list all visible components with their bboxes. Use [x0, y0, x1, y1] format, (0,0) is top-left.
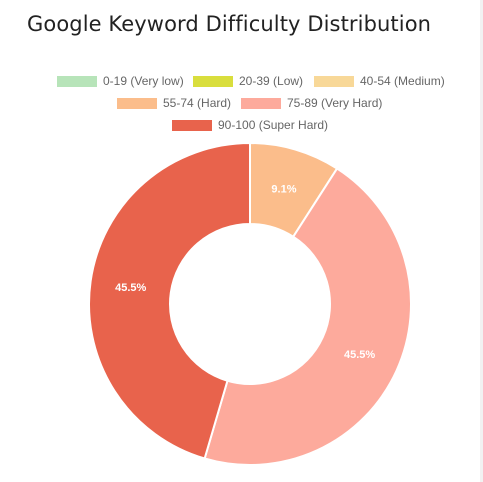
- legend-swatch: [117, 97, 157, 109]
- legend-item-low[interactable]: 20-39 (Low): [193, 74, 303, 88]
- legend-label: 55-74 (Hard): [163, 96, 232, 110]
- legend-swatch: [241, 97, 281, 109]
- legend-label: 75-89 (Very Hard): [287, 96, 383, 110]
- legend-label: 0-19 (Very low): [103, 74, 184, 88]
- legend-swatch: [57, 75, 97, 87]
- donut-slice-5[interactable]: [88, 141, 251, 460]
- donut-slice-4[interactable]: [203, 167, 412, 466]
- legend-swatch: [172, 119, 212, 131]
- legend-label: 40-54 (Medium): [360, 74, 445, 88]
- legend-item-super-hard[interactable]: 90-100 (Super Hard): [172, 118, 328, 132]
- slice-label-3: 9.1%: [271, 183, 296, 195]
- legend-item-very-low[interactable]: 0-19 (Very low): [57, 74, 184, 88]
- legend-swatch: [193, 75, 233, 87]
- legend-item-medium[interactable]: 40-54 (Medium): [314, 74, 445, 88]
- legend-item-very-hard[interactable]: 75-89 (Very Hard): [241, 96, 382, 110]
- legend-label: 90-100 (Super Hard): [218, 118, 329, 132]
- chart-title: Google Keyword Difficulty Distribution: [27, 12, 432, 36]
- legend-label: 20-39 (Low): [239, 74, 304, 88]
- slice-label-5: 45.5%: [115, 282, 146, 294]
- legend-swatch: [314, 75, 354, 87]
- slice-label-4: 45.5%: [344, 349, 375, 361]
- legend-item-hard[interactable]: 55-74 (Hard): [117, 96, 231, 110]
- panel-edge: [480, 0, 483, 482]
